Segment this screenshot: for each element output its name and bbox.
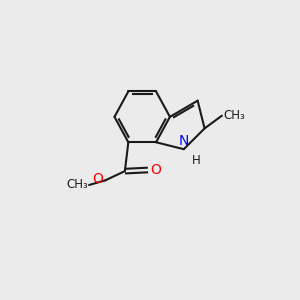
Text: O: O: [92, 172, 104, 186]
Text: H: H: [192, 154, 201, 167]
Text: O: O: [150, 163, 161, 177]
Text: N: N: [178, 134, 188, 148]
Text: CH₃: CH₃: [223, 109, 245, 122]
Text: CH₃: CH₃: [66, 178, 88, 191]
